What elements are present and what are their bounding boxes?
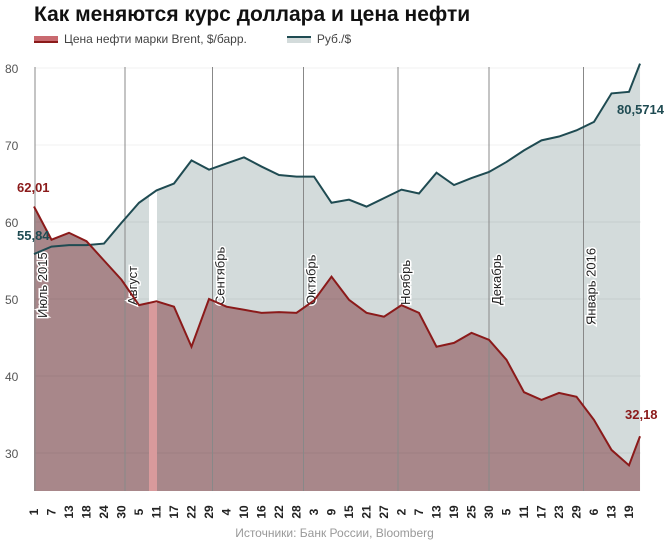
x-tick-label: 17 <box>535 505 549 519</box>
data-gap-band-oil <box>149 302 157 491</box>
legend-swatch-rub <box>286 35 311 43</box>
month-label: Июль 2015 <box>35 252 50 318</box>
x-tick-label: 30 <box>115 505 129 519</box>
month-label: Декабрь <box>489 254 504 305</box>
y-tick-label: 50 <box>5 293 19 307</box>
x-tick-label: 15 <box>342 505 356 519</box>
x-tick-label: 11 <box>150 505 164 518</box>
x-tick-label: 6 <box>587 508 601 515</box>
legend-label-oil: Цена нефти марки Brent, $/барр. <box>64 32 247 46</box>
x-tick-label: 22 <box>272 505 286 519</box>
chart-title: Как меняются курс доллара и цена нефти <box>34 3 471 26</box>
x-tick-label: 1 <box>27 508 41 515</box>
y-tick-label: 40 <box>5 370 19 384</box>
y-tick-label: 30 <box>5 447 19 461</box>
x-tick-label: 9 <box>325 508 339 515</box>
legend: Цена нефти марки Brent, $/барр. Руб./$ <box>34 32 351 46</box>
x-tick-label: 18 <box>80 505 94 519</box>
x-tick-label: 16 <box>255 505 269 519</box>
x-tick-label: 19 <box>622 505 636 519</box>
oil-line <box>33 206 641 468</box>
x-tick-label: 3 <box>307 508 321 515</box>
legend-label-rub: Руб./$ <box>316 32 352 46</box>
x-tick-label: 7 <box>412 508 426 515</box>
oil-start-label: 62,01 <box>17 180 50 195</box>
x-tick-label: 28 <box>290 505 304 519</box>
x-tick-label: 27 <box>377 505 391 519</box>
rub-end-label: 80,5714 <box>617 102 665 117</box>
rub-line <box>33 63 641 255</box>
x-tick-label: 2 <box>395 508 409 515</box>
month-label: Сентябрь <box>213 247 228 305</box>
x-tick-label: 13 <box>62 505 76 519</box>
oil-end-label: 32,18 <box>625 407 658 422</box>
y-tick-label: 70 <box>5 139 19 153</box>
month-label: Октябрь <box>304 254 319 305</box>
x-tick-label: 29 <box>202 505 216 519</box>
y-tick-label: 80 <box>5 62 19 76</box>
source-note: Источники: Банк России, Bloomberg <box>235 526 434 540</box>
x-tick-label: 19 <box>447 505 461 519</box>
legend-swatch-oil <box>34 35 58 43</box>
x-tick-label: 5 <box>132 508 146 515</box>
x-tick-label: 22 <box>185 505 199 519</box>
x-tick-label: 13 <box>430 505 444 519</box>
x-tick-label: 25 <box>465 505 479 519</box>
x-tick-label: 23 <box>552 505 566 519</box>
y-tick-label: 60 <box>5 216 19 230</box>
month-label: Ноябрь <box>398 260 413 305</box>
x-tick-label: 17 <box>167 505 181 519</box>
rub-start-label: 55,84 <box>17 228 50 243</box>
x-tick-label: 21 <box>360 505 374 519</box>
x-tick-label: 29 <box>570 505 584 519</box>
x-tick-label: 13 <box>605 505 619 519</box>
x-tick-label: 4 <box>220 508 234 515</box>
x-tick-label: 30 <box>482 505 496 519</box>
x-tick-label: 11 <box>517 505 531 518</box>
x-tick-label: 10 <box>237 505 251 519</box>
x-tick-label: 7 <box>45 508 59 515</box>
month-label: Январь 2016 <box>584 248 599 325</box>
month-label: Август <box>125 266 140 305</box>
x-tick-label: 5 <box>500 508 514 515</box>
data-gap-band <box>149 187 157 303</box>
x-tick-label: 24 <box>97 505 111 519</box>
